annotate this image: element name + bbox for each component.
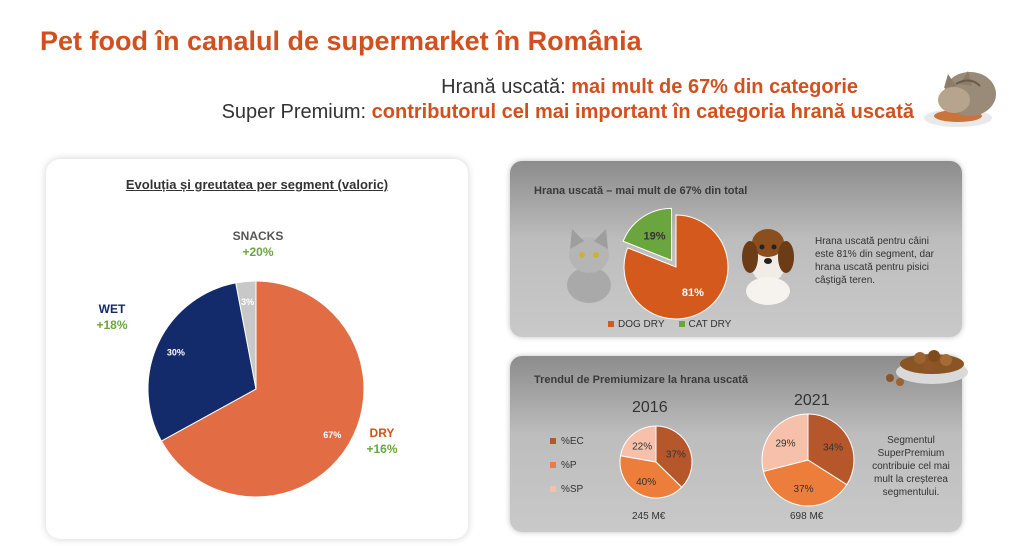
dry-label: DRY +16% [352, 425, 412, 457]
pie-2021-label--sp: 29% [775, 439, 795, 450]
page-title: Pet food în canalul de supermarket în Ro… [40, 26, 642, 56]
legend-label-dog-dry: DOG DRY [618, 319, 665, 330]
subtitle-line-1: Hrană uscată: mai mult de 67% din catego… [0, 76, 858, 99]
year-2016: 2016 [632, 399, 668, 416]
ec-swatch [550, 438, 556, 444]
subtitle-1-prefix: Hrană uscată: [441, 76, 566, 98]
subtitle-line-2: Super Premium: contributorul cel mai imp… [0, 101, 914, 124]
subtitle-1-highlight: mai mult de 67% din categorie [571, 76, 858, 98]
premium-note: Segmentul SuperPremium contribuie cel ma… [872, 435, 950, 498]
segment-chart-title: Evoluția și greutatea per segment (valor… [125, 177, 389, 192]
premium-legend: %EC %P %SP [550, 436, 584, 495]
premiumization-title: Trendul de Premiumizare la hrana uscată [534, 374, 748, 386]
dry-split-label-dog-dry: 81% [682, 287, 704, 299]
segment-chart-card: Evoluția și greutatea per segment (valor… [46, 159, 468, 539]
segment-pie-chart: 67% 30% 3% [147, 280, 365, 498]
legend-item-p: %P [550, 460, 584, 471]
year-2021: 2021 [794, 392, 830, 409]
cat-dry-swatch [678, 321, 685, 327]
pie-2016-chart: 37% 40% 22% [619, 425, 693, 499]
pie-2016-slice--ec [655, 425, 693, 488]
legend-label-ec: %EC [561, 436, 584, 447]
segment-label-snacks: 3% [241, 297, 254, 307]
cat-photo [567, 229, 611, 303]
snacks-growth: +20% [242, 245, 274, 259]
pie-2021-label--p: 37% [794, 484, 814, 495]
dog-dry-swatch [608, 321, 614, 327]
dry-split-legend: DOG DRY CAT DRY [608, 319, 731, 330]
pie-2016-slice--p [619, 455, 683, 499]
segment-slice-snacks [235, 280, 257, 390]
dry-split-title: Hrana uscată – mai mult de 67% din total [534, 185, 748, 197]
pie-2021-slice--sp [761, 413, 809, 473]
caption-2021: 698 M€ [790, 511, 824, 522]
subtitle-2-highlight: contributorul cel mai important în categ… [371, 101, 914, 123]
segment-slice-wet [147, 282, 257, 442]
dry-name: DRY [369, 426, 395, 440]
snacks-name: SNACKS [232, 229, 284, 243]
legend-label-cat-dry: CAT DRY [688, 319, 732, 330]
pie-2016-label--ec: 37% [666, 450, 686, 461]
wet-name: WET [98, 302, 126, 316]
legend-item-dog-dry: DOG DRY [608, 319, 665, 330]
dry-split-note: Hrana uscată pentru câini este 81% din s… [815, 236, 934, 286]
kibble-bowl-image [886, 350, 968, 386]
legend-item-ec: %EC [550, 436, 584, 447]
wet-label: WET +18% [82, 301, 142, 333]
legend-label-sp: %SP [561, 484, 584, 495]
legend-item-cat-dry: CAT DRY [678, 319, 732, 330]
cat-eating-image [924, 71, 996, 127]
dry-split-label-cat-dry: 19% [644, 230, 666, 242]
caption-2016: 245 M€ [632, 511, 666, 522]
pie-2021-chart: 34% 37% 29% [761, 413, 855, 507]
segment-slice-dry [160, 280, 365, 498]
legend-label-p: %P [561, 460, 577, 471]
subtitle-2-prefix: Super Premium: [221, 101, 367, 123]
p-swatch [550, 462, 556, 468]
pie-2016-slice--sp [619, 425, 657, 463]
snacks-label: SNACKS +20% [222, 228, 294, 260]
sp-swatch [550, 486, 556, 492]
dog-photo [742, 229, 794, 305]
dry-split-slice-cat-dry [622, 207, 673, 262]
dog-cat-dry-pie-chart: 81% 19% [622, 207, 729, 320]
wet-growth: +18% [96, 318, 128, 332]
dry-split-slice-dog-dry [623, 214, 729, 320]
premiumization-card: Trendul de Premiumizare la hrana uscată … [510, 356, 962, 532]
pie-2016-label--sp: 22% [632, 441, 652, 452]
segment-label-wet: 30% [167, 347, 185, 357]
dry-split-card: Hrana uscată – mai mult de 67% din total… [510, 161, 962, 337]
dry-growth: +16% [366, 442, 398, 456]
pie-2021-label--ec: 34% [823, 442, 843, 453]
pie-2021-slice--p [762, 459, 848, 507]
pie-2016-label--p: 40% [636, 477, 656, 488]
legend-item-sp: %SP [550, 484, 584, 495]
segment-label-dry: 67% [323, 430, 341, 440]
